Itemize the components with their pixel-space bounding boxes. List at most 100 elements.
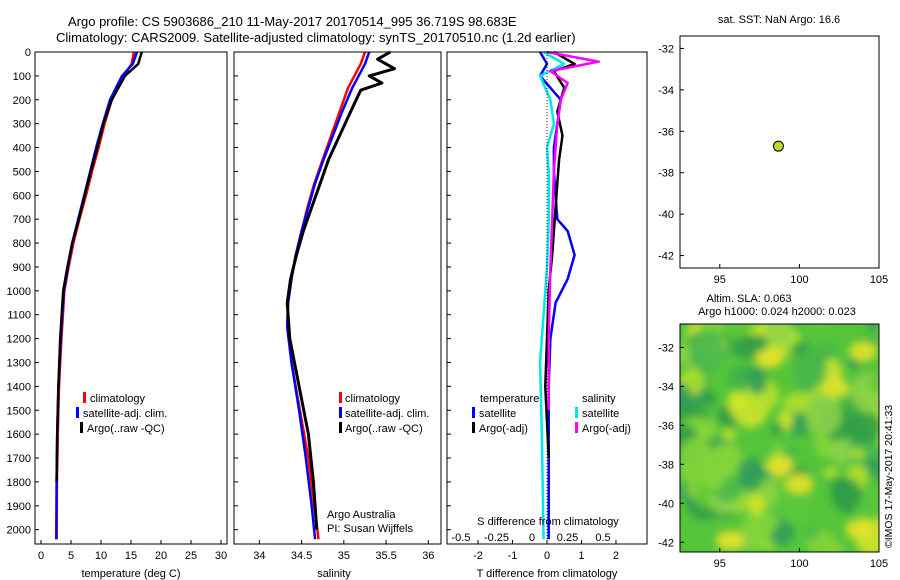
sla-cell: [770, 421, 784, 436]
temperature-y-tick-label: 1400: [7, 381, 31, 393]
location-axes-frame: [679, 35, 880, 269]
temperature-panel: 0 5 10 15 20 25 30 0 100 200 300 400 500 600 700 800 90…: [7, 47, 228, 580]
location-y-tick-label: -40: [658, 209, 674, 221]
difference-top-label: S difference from climatology: [477, 516, 619, 528]
location-plot-area: [772, 140, 784, 152]
salinity-legend-satellite: satellite-adj. clim.: [345, 408, 429, 420]
temperature-y-tick-label: 1700: [7, 453, 31, 465]
location-y-ticks: -32 -34 -36 -38 -40 -42: [658, 43, 684, 263]
temperature-legend-climatology: climatology: [90, 393, 146, 405]
difference-top-ticks: -0.5 -0.25 0 0.25 0.5: [452, 532, 611, 544]
difference-legend-sal-satellite: satellite: [582, 408, 619, 420]
sla-cell: [850, 448, 866, 459]
sla-cell: [804, 527, 820, 540]
salinity-annotation-line2: PI: Susan Wijffels: [327, 523, 413, 535]
sla-cell: [782, 446, 799, 461]
legend-swatch-sal-argo: [575, 422, 578, 433]
salinity-x-tick-label: 34: [253, 550, 265, 562]
salinity-plot-area: [285, 50, 396, 540]
legend-swatch-climatology: [339, 392, 342, 403]
salinity-x-tick-label: 35.5: [375, 550, 396, 562]
temperature-x-tick-label: 15: [125, 550, 137, 562]
temperature-series-1: [55, 51, 139, 540]
difference-legend: temperature salinity satellite Argo(-adj…: [472, 393, 631, 435]
salinity-legend: climatology satellite-adj. clim. Argo(..…: [339, 392, 429, 435]
header-line1: Argo profile: CS 5903686_210 11-May-2017…: [68, 14, 517, 29]
sla-heatmap: [680, 324, 879, 552]
sla-high-cell: [849, 341, 878, 362]
sla-cell: [832, 439, 853, 465]
temperature-y-tick-label: 800: [13, 238, 31, 250]
location-y-tick-label: -32: [658, 43, 674, 55]
sla-cell: [746, 367, 768, 395]
difference-x-tick-label: 2: [613, 550, 619, 562]
location-y-tick-label: -38: [658, 168, 674, 180]
temperature-x-tick-label: 25: [185, 550, 197, 562]
sla-cell: [805, 392, 842, 436]
temperature-y-tick-label: 300: [13, 119, 31, 131]
temperature-y-tick-label: 0: [25, 47, 31, 59]
salinity-x-ticks: 34 34.5 35 35.5 36: [253, 540, 434, 562]
legend-swatch-argo: [80, 422, 83, 433]
salinity-x-tick-label: 35: [338, 550, 350, 562]
sla-cell: [830, 477, 862, 512]
sla-x-tick-label: 105: [870, 558, 888, 570]
sla-cell: [793, 348, 828, 389]
temperature-y-ticks: 0 100 200 300 400 500 600 700 800 900 1000 1100 1200…: [7, 47, 39, 537]
temperature-y-tick-label: 700: [13, 214, 31, 226]
salinity-x-tick-label: 36: [422, 550, 434, 562]
difference-x-tick-label: -1: [508, 550, 518, 562]
location-panel: sat. SST: NaN Argo: 16.6 95 100 105 -32 -34…: [658, 14, 888, 286]
differences-series-3: [546, 50, 600, 411]
sla-high-cell: [845, 519, 874, 540]
sla-field: [680, 324, 879, 552]
sla-cell: [803, 324, 817, 331]
salinity-legend-argo: Argo(..raw -QC): [345, 423, 423, 435]
salinity-legend-climatology: climatology: [345, 393, 401, 405]
temperature-x-ticks: 0 5 10 15 20 25 30: [38, 540, 227, 562]
sla-cell: [741, 510, 773, 551]
sla-cell: [724, 324, 749, 339]
sla-y-ticks: -32 -34 -36 -38 -40 -42: [658, 342, 684, 549]
salinity-panel: 34 34.5 35 35.5 36 salinity climatology sate…: [233, 50, 442, 580]
temperature-plot-area: [55, 51, 143, 540]
temperature-x-tick-label: 10: [95, 550, 107, 562]
legend-swatch-temp-satellite: [472, 407, 475, 418]
differences-series-2: [538, 50, 566, 540]
sla-high-cell: [715, 530, 744, 551]
temperature-y-tick-label: 1100: [7, 310, 31, 322]
salinity-series-0: [285, 51, 367, 540]
temperature-series-0: [55, 51, 136, 540]
sla-cell: [829, 542, 845, 552]
salinity-y-ticks: [234, 51, 238, 531]
difference-x-ticks: -2 -1 0 1 2: [473, 540, 619, 562]
sla-high-cell: [765, 455, 794, 476]
sla-y-tick-label: -34: [658, 381, 674, 393]
legend-swatch-satellite: [339, 407, 342, 418]
location-x-ticks: 95 100 105: [714, 264, 888, 286]
difference-xlabel: T difference from climatology: [477, 568, 618, 580]
location-title: sat. SST: NaN Argo: 16.6: [718, 14, 840, 26]
temperature-legend-argo: Argo(..raw -QC): [87, 423, 165, 435]
sla-cell: [722, 429, 737, 439]
location-x-tick-label: 100: [790, 274, 808, 286]
sla-cell: [701, 392, 717, 406]
sla-y-tick-label: -42: [658, 537, 674, 549]
legend-header-temperature: temperature: [480, 393, 539, 405]
sla-cell: [782, 392, 813, 413]
salinity-x-tick-label: 34.5: [291, 550, 312, 562]
salinity-annotation-line1: Argo Australia: [327, 509, 396, 521]
sla-x-tick-label: 100: [790, 558, 808, 570]
header-line2: Climatology: CARS2009. Satellite-adjuste…: [56, 30, 576, 45]
legend-swatch-satellite: [76, 407, 79, 418]
sla-cell: [680, 382, 691, 410]
difference-top-tick-label: -0.5: [452, 532, 471, 544]
difference-x-tick-label: -2: [473, 550, 483, 562]
difference-x-tick-label: 1: [578, 550, 584, 562]
salinity-xlabel: salinity: [317, 568, 351, 580]
sla-y-tick-label: -32: [658, 342, 674, 354]
sla-y-tick-label: -40: [658, 498, 674, 510]
difference-top-tick-label: 0.5: [595, 532, 610, 544]
location-x-tick-label: 95: [714, 274, 726, 286]
sla-y-tick-label: -36: [658, 420, 674, 432]
